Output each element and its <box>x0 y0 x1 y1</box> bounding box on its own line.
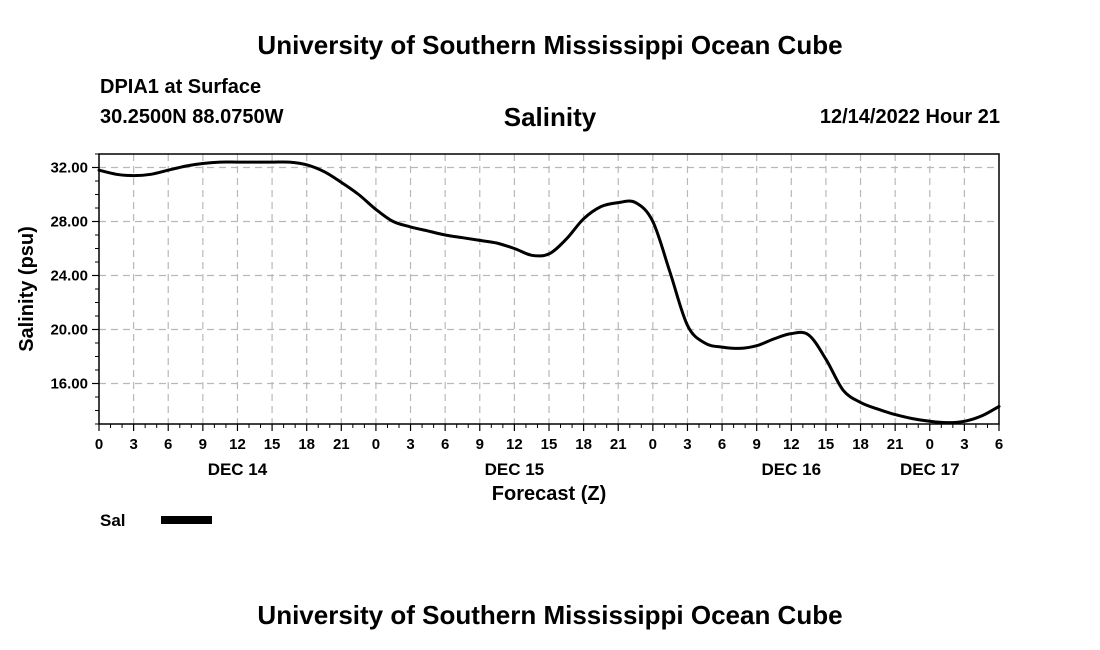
axis-ticks <box>92 153 1000 431</box>
day-label: DEC 17 <box>900 460 960 479</box>
x-tick-label: 18 <box>575 436 592 453</box>
footer-title: University of Southern Mississippi Ocean… <box>257 600 843 630</box>
x-tick-label: 3 <box>129 436 137 453</box>
day-label: DEC 14 <box>208 460 268 479</box>
x-tick-label: 15 <box>541 436 558 453</box>
x-tick-label: 3 <box>960 436 968 453</box>
x-tick-label: 21 <box>887 436 904 453</box>
y-tick-label: 16.00 <box>50 376 88 393</box>
x-tick-label: 3 <box>683 436 691 453</box>
y-tick-labels: 16.00 20.00 24.00 28.00 32.00 <box>50 160 88 393</box>
x-tick-label: 9 <box>476 436 484 453</box>
x-tick-label: 6 <box>995 436 1003 453</box>
x-tick-label: 18 <box>298 436 315 453</box>
coordinates-label: 30.2500N 88.0750W <box>100 106 284 128</box>
x-tick-label: 0 <box>926 436 934 453</box>
x-tick-labels: 0 3 6 9 12 15 18 21 0 3 6 9 12 15 18 21 0 3 6 9 12 15 18 21 0 3 6 <box>95 436 1003 453</box>
station-label: DPIA1 at Surface <box>100 76 262 98</box>
x-tick-label: 21 <box>610 436 627 453</box>
legend-swatch-sal <box>161 516 212 524</box>
x-axis-label: Forecast (Z) <box>492 483 606 505</box>
grid-lines <box>99 154 999 424</box>
x-tick-label: 12 <box>506 436 523 453</box>
x-tick-label: 12 <box>229 436 246 453</box>
legend-label-sal: Sal <box>100 511 126 530</box>
x-tick-label: 18 <box>852 436 869 453</box>
x-tick-label: 0 <box>95 436 103 453</box>
x-tick-label: 6 <box>718 436 726 453</box>
x-tick-label: 9 <box>199 436 207 453</box>
y-tick-label: 20.00 <box>50 322 88 339</box>
x-tick-label: 9 <box>753 436 761 453</box>
x-tick-label: 3 <box>406 436 414 453</box>
x-tick-label: 6 <box>164 436 172 453</box>
x-tick-label: 15 <box>264 436 281 453</box>
y-tick-label: 24.00 <box>50 268 88 285</box>
day-labels: DEC 14 DEC 15 DEC 16 DEC 17 <box>208 460 960 479</box>
chart-title: Salinity <box>503 102 597 132</box>
y-tick-label: 32.00 <box>50 160 88 177</box>
y-tick-label: 28.00 <box>50 214 88 231</box>
day-label: DEC 16 <box>762 460 822 479</box>
x-tick-label: 21 <box>333 436 350 453</box>
series-line-sal <box>97 160 1001 425</box>
x-tick-label: 0 <box>649 436 657 453</box>
x-tick-label: 0 <box>372 436 380 453</box>
x-tick-label: 15 <box>818 436 835 453</box>
x-tick-label: 12 <box>783 436 800 453</box>
day-label: DEC 15 <box>485 460 545 479</box>
forecast-timestamp: 12/14/2022 Hour 21 <box>819 106 1000 128</box>
y-axis-label: Salinity (psu) <box>16 226 38 352</box>
page-title: University of Southern Mississippi Ocean… <box>257 30 843 60</box>
x-tick-label: 6 <box>441 436 449 453</box>
